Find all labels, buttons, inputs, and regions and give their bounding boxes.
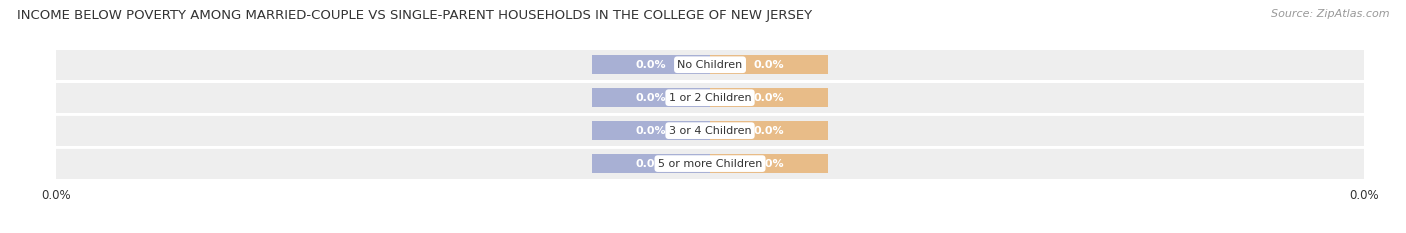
Text: INCOME BELOW POVERTY AMONG MARRIED-COUPLE VS SINGLE-PARENT HOUSEHOLDS IN THE COL: INCOME BELOW POVERTY AMONG MARRIED-COUPL…	[17, 9, 813, 22]
Text: 0.0%: 0.0%	[754, 126, 785, 136]
Bar	[710, 154, 828, 173]
Text: 0.0%: 0.0%	[754, 60, 785, 70]
Text: 3 or 4 Children: 3 or 4 Children	[669, 126, 751, 136]
Bar	[56, 50, 1364, 80]
Bar	[56, 82, 1364, 113]
Text: No Children: No Children	[678, 60, 742, 70]
Bar	[56, 148, 1364, 179]
Bar	[710, 121, 828, 140]
Bar	[56, 116, 1364, 146]
Bar	[592, 55, 710, 74]
Text: 0.0%: 0.0%	[636, 60, 666, 70]
Text: 0.0%: 0.0%	[636, 126, 666, 136]
Text: 0.0%: 0.0%	[754, 159, 785, 169]
Bar	[592, 88, 710, 107]
Text: 0.0%: 0.0%	[754, 93, 785, 103]
Bar	[710, 55, 828, 74]
Text: 0.0%: 0.0%	[636, 93, 666, 103]
Text: 5 or more Children: 5 or more Children	[658, 159, 762, 169]
Bar	[710, 88, 828, 107]
Text: 0.0%: 0.0%	[636, 159, 666, 169]
Bar	[592, 121, 710, 140]
Bar	[592, 154, 710, 173]
Text: 1 or 2 Children: 1 or 2 Children	[669, 93, 751, 103]
Text: Source: ZipAtlas.com: Source: ZipAtlas.com	[1271, 9, 1389, 19]
